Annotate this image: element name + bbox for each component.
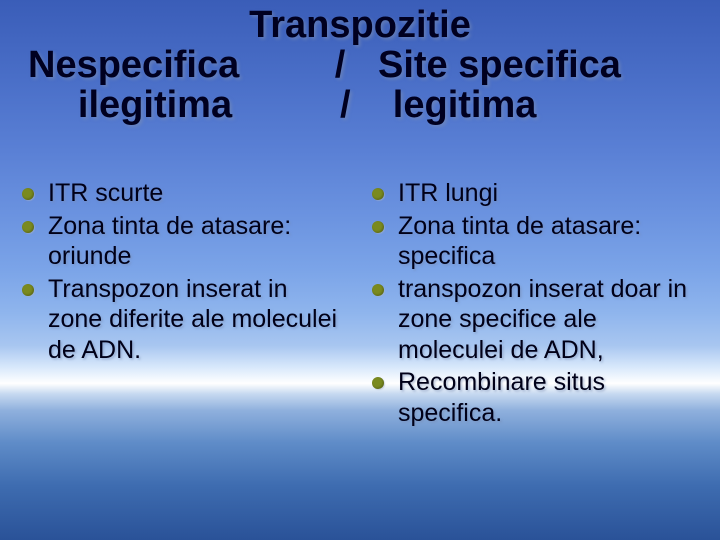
slide-title: Transpozitie Nespecifica / Site specific… [0, 6, 720, 126]
list-item: Recombinare situs specifica. [370, 367, 700, 428]
left-list: ITR scurte Zona tinta de atasare: oriund… [20, 178, 348, 365]
list-item: Zona tinta de atasare: oriunde [20, 211, 348, 272]
list-item: Zona tinta de atasare: specifica [370, 211, 700, 272]
right-list: ITR lungi Zona tinta de atasare: specifi… [370, 178, 700, 428]
right-column: ITR lungi Zona tinta de atasare: specifi… [360, 178, 720, 430]
title-slash-2: / [340, 84, 351, 126]
slide: Transpozitie Nespecifica / Site specific… [0, 0, 720, 540]
list-item: ITR lungi [370, 178, 700, 209]
subtitle-left: ilegitima [0, 86, 300, 126]
subtitle-right: legitima [393, 84, 537, 126]
list-item: Transpozon inserat in zone diferite ale … [20, 274, 348, 366]
list-item: ITR scurte [20, 178, 348, 209]
list-item: transpozon inserat doar in zone specific… [370, 274, 700, 366]
left-column: ITR scurte Zona tinta de atasare: oriund… [0, 178, 360, 430]
title-line-1: Transpozitie [0, 6, 720, 46]
title-line-2: Nespecifica / Site specifica [0, 46, 720, 86]
title-right: Site specifica [370, 46, 710, 86]
title-slash-1: / [310, 46, 370, 86]
title-line-3: ilegitima / legitima [0, 86, 720, 126]
title-left: Nespecifica [10, 46, 310, 86]
body-columns: ITR scurte Zona tinta de atasare: oriund… [0, 178, 720, 430]
subtitle-right-wrap: / legitima [300, 86, 720, 126]
